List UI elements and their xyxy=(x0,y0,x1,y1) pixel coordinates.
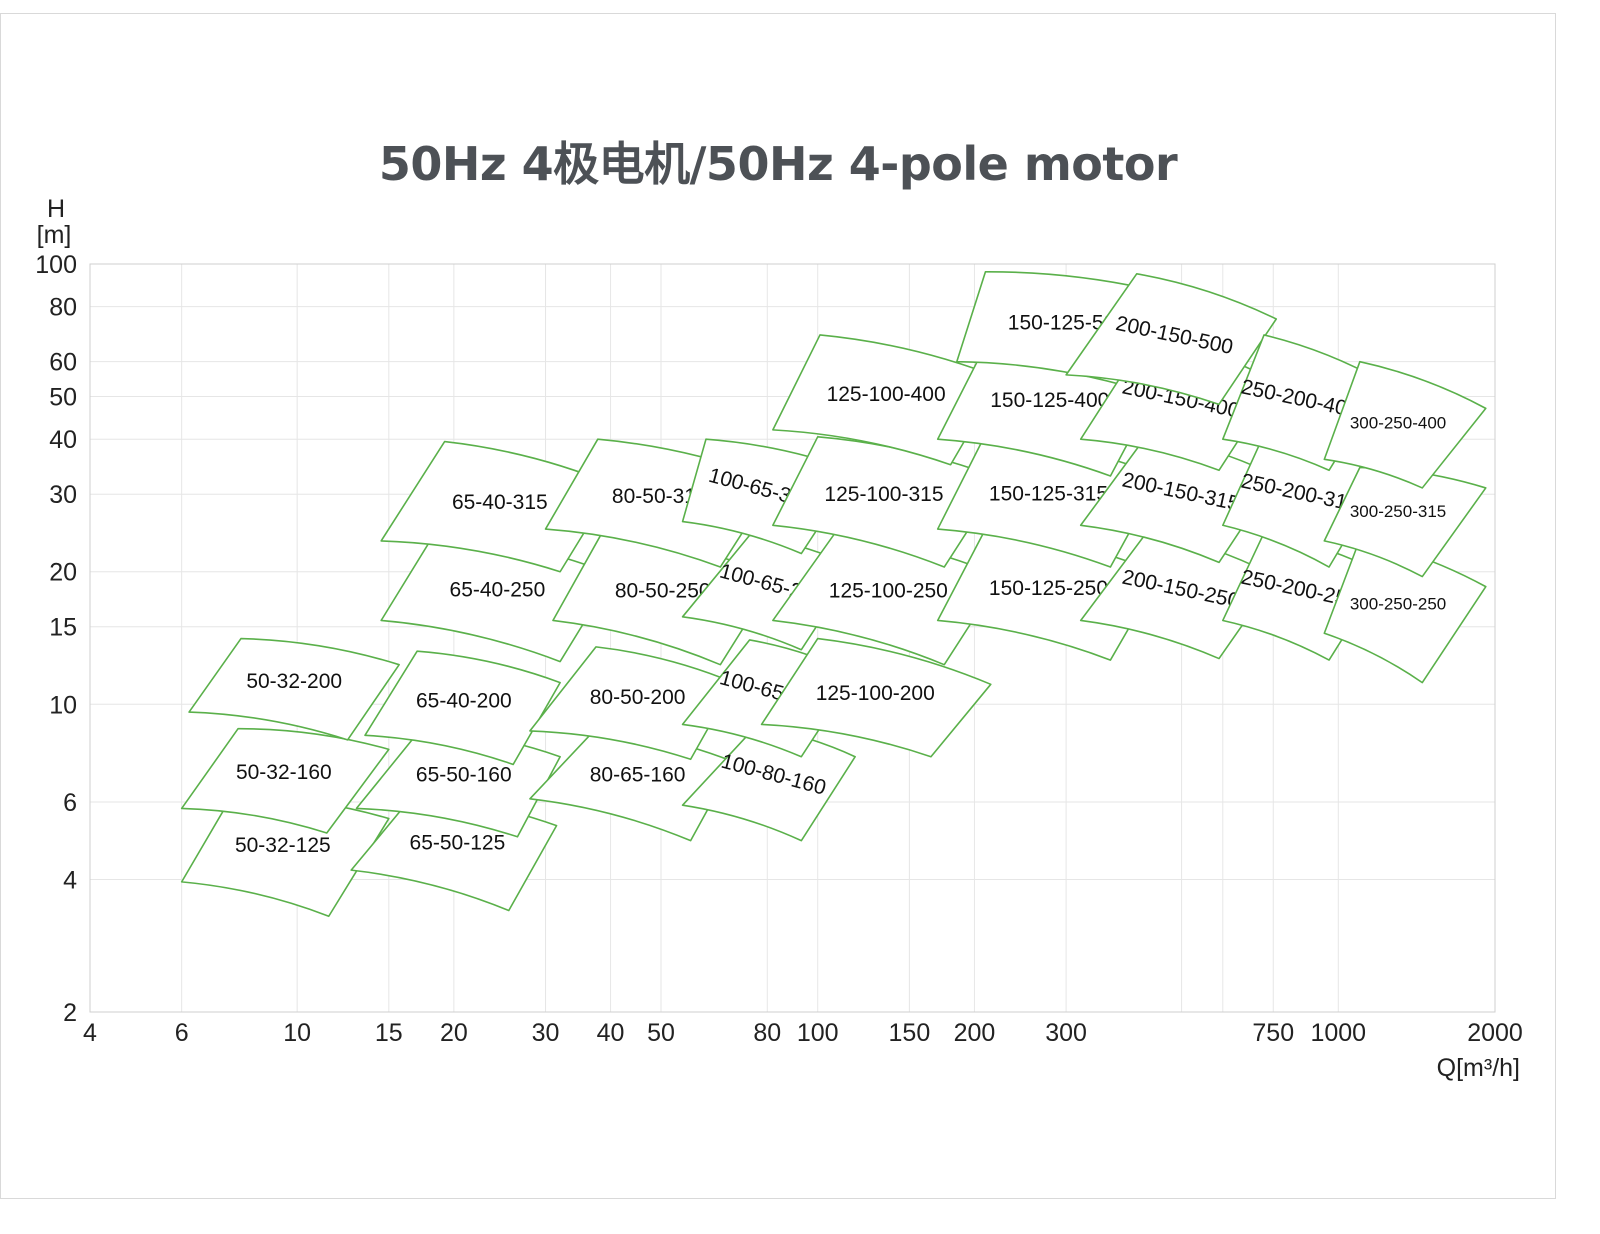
x-tick-label: 150 xyxy=(889,1019,931,1047)
y-tick-label: 30 xyxy=(49,481,77,509)
y-tick-label: 6 xyxy=(63,789,77,817)
pump-region-label: 80-50-250 xyxy=(615,580,711,603)
y-axis-label-h: H xyxy=(47,195,65,223)
x-tick-label: 1000 xyxy=(1310,1019,1366,1047)
x-tick-label: 80 xyxy=(753,1019,781,1047)
y-tick-label: 50 xyxy=(49,384,77,412)
pump-region-outline xyxy=(760,637,992,758)
pump-region-label: 80-50-200 xyxy=(590,686,686,709)
chart-title: 50Hz 4极电机/50Hz 4-pole motor xyxy=(378,137,1178,191)
pump-region-outline xyxy=(1065,273,1278,406)
pump-region-label: 300-250-315 xyxy=(1350,502,1446,521)
x-axis-label: Q[m³/h] xyxy=(1437,1054,1520,1082)
y-tick-label: 100 xyxy=(35,251,77,279)
pump-region-label: 50-32-200 xyxy=(246,670,342,693)
x-tick-label: 30 xyxy=(532,1019,560,1047)
pump-region-label: 150-125-250 xyxy=(989,577,1108,600)
y-tick-label: 15 xyxy=(49,614,77,642)
x-tick-label: 750 xyxy=(1252,1019,1294,1047)
x-tick-label: 6 xyxy=(175,1019,189,1047)
y-tick-label: 20 xyxy=(49,559,77,587)
y-tick-label: 4 xyxy=(63,866,77,894)
x-tick-label: 4 xyxy=(83,1019,97,1047)
pump-regions: 50-32-125 50-32-160 50-32-200 65-50-125 65-5… xyxy=(180,271,1487,918)
y-axis-label-unit: [m] xyxy=(37,221,72,249)
x-tick-label: 100 xyxy=(797,1019,839,1047)
pump-region-label: 125-100-250 xyxy=(829,580,948,603)
pump-region-label: 65-40-200 xyxy=(416,689,512,712)
pump-region-outline xyxy=(188,637,400,741)
pump-region-outline xyxy=(380,440,615,573)
x-tick-label: 300 xyxy=(1045,1019,1087,1047)
pump-region-label: 300-250-250 xyxy=(1350,594,1446,613)
y-tick-label: 40 xyxy=(49,426,77,454)
pump-region-outline xyxy=(1323,360,1487,489)
y-tick-label: 2 xyxy=(63,999,77,1027)
pump-region-label: 65-50-160 xyxy=(416,764,512,787)
pump-region-label: 65-50-125 xyxy=(410,832,506,855)
pump-region-label: 50-32-160 xyxy=(236,761,332,784)
pump-region-outline xyxy=(364,650,561,766)
x-tick-label: 10 xyxy=(283,1019,311,1047)
pump-region-outline xyxy=(180,727,390,834)
x-tick-label: 200 xyxy=(954,1019,996,1047)
plot-area xyxy=(89,263,1496,1013)
pump-region-label: 125-100-315 xyxy=(824,483,943,506)
pump-region-label: 150-125-500 xyxy=(1008,312,1127,335)
pump-region-label: 150-125-400 xyxy=(990,389,1109,412)
pump-region-label: 80-50-315 xyxy=(612,485,708,508)
pump-region-outline xyxy=(529,646,735,761)
x-tick-label: 20 xyxy=(440,1019,468,1047)
chart-frame xyxy=(0,13,1556,1199)
x-tick-label: 15 xyxy=(375,1019,403,1047)
y-tick-label: 80 xyxy=(49,294,77,322)
pump-region-label: 65-40-315 xyxy=(452,491,548,514)
pump-region-label: 50-32-125 xyxy=(235,834,331,857)
pump-region-label: 80-65-160 xyxy=(590,763,686,786)
y-tick-label: 10 xyxy=(49,691,77,719)
x-tick-label: 2000 xyxy=(1467,1019,1523,1047)
pump-region-label: 125-100-200 xyxy=(816,682,935,705)
y-tick-label: 60 xyxy=(49,349,77,377)
x-tick-labels: 4 6 10 15 20 30 40 50 80 100 150 200 300 750 1000 2000 xyxy=(83,1019,1523,1047)
pump-region-label: 300-250-400 xyxy=(1350,413,1446,432)
pump-region-label: 150-125-315 xyxy=(989,483,1108,506)
x-tick-label: 40 xyxy=(597,1019,625,1047)
y-tick-labels: 2 4 6 10 15 20 30 40 50 60 80 100 xyxy=(35,251,77,1027)
pump-region-label: 65-40-250 xyxy=(450,578,546,601)
pump-region-label: 125-100-400 xyxy=(827,383,946,406)
x-tick-label: 50 xyxy=(647,1019,675,1047)
